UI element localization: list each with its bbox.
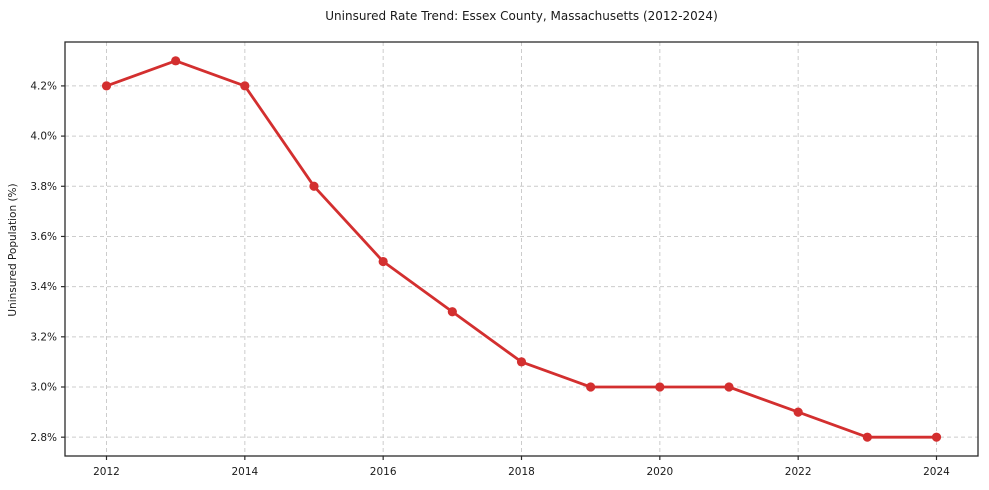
y-tick-label: 4.0% [30,131,57,143]
x-tick-label: 2024 [923,466,950,478]
x-tick-label: 2022 [785,466,812,478]
data-point-2018 [516,357,527,367]
data-point-2012 [101,81,112,91]
data-point-2023 [862,432,872,442]
y-tick-label: 3.4% [30,281,57,293]
data-point-2016 [378,256,388,267]
x-tick-label: 2016 [370,466,397,478]
data-point-2024 [931,432,942,442]
data-point-2022 [793,407,803,417]
x-tick-label: 2014 [231,466,258,478]
y-tick-label: 2.8% [30,432,57,444]
data-point-2013 [171,56,181,66]
data-point-2020 [655,382,665,392]
data-point-2021 [724,382,734,392]
y-tick-label: 4.2% [30,81,57,93]
data-point-2017 [447,307,457,317]
y-tick-label: 3.0% [30,382,57,394]
x-tick-label: 2018 [508,466,535,478]
data-point-2019 [586,382,596,392]
x-tick-label: 2012 [93,466,120,478]
y-tick-label: 3.6% [30,231,57,243]
y-tick-label: 3.8% [30,181,57,193]
chart-title: Uninsured Rate Trend: Essex County, Mass… [325,9,718,23]
data-point-2014 [240,81,250,91]
y-tick-label: 3.2% [30,331,57,343]
data-point-2015 [309,181,319,191]
x-tick-label: 2020 [646,466,673,478]
plot-border [64,41,979,457]
